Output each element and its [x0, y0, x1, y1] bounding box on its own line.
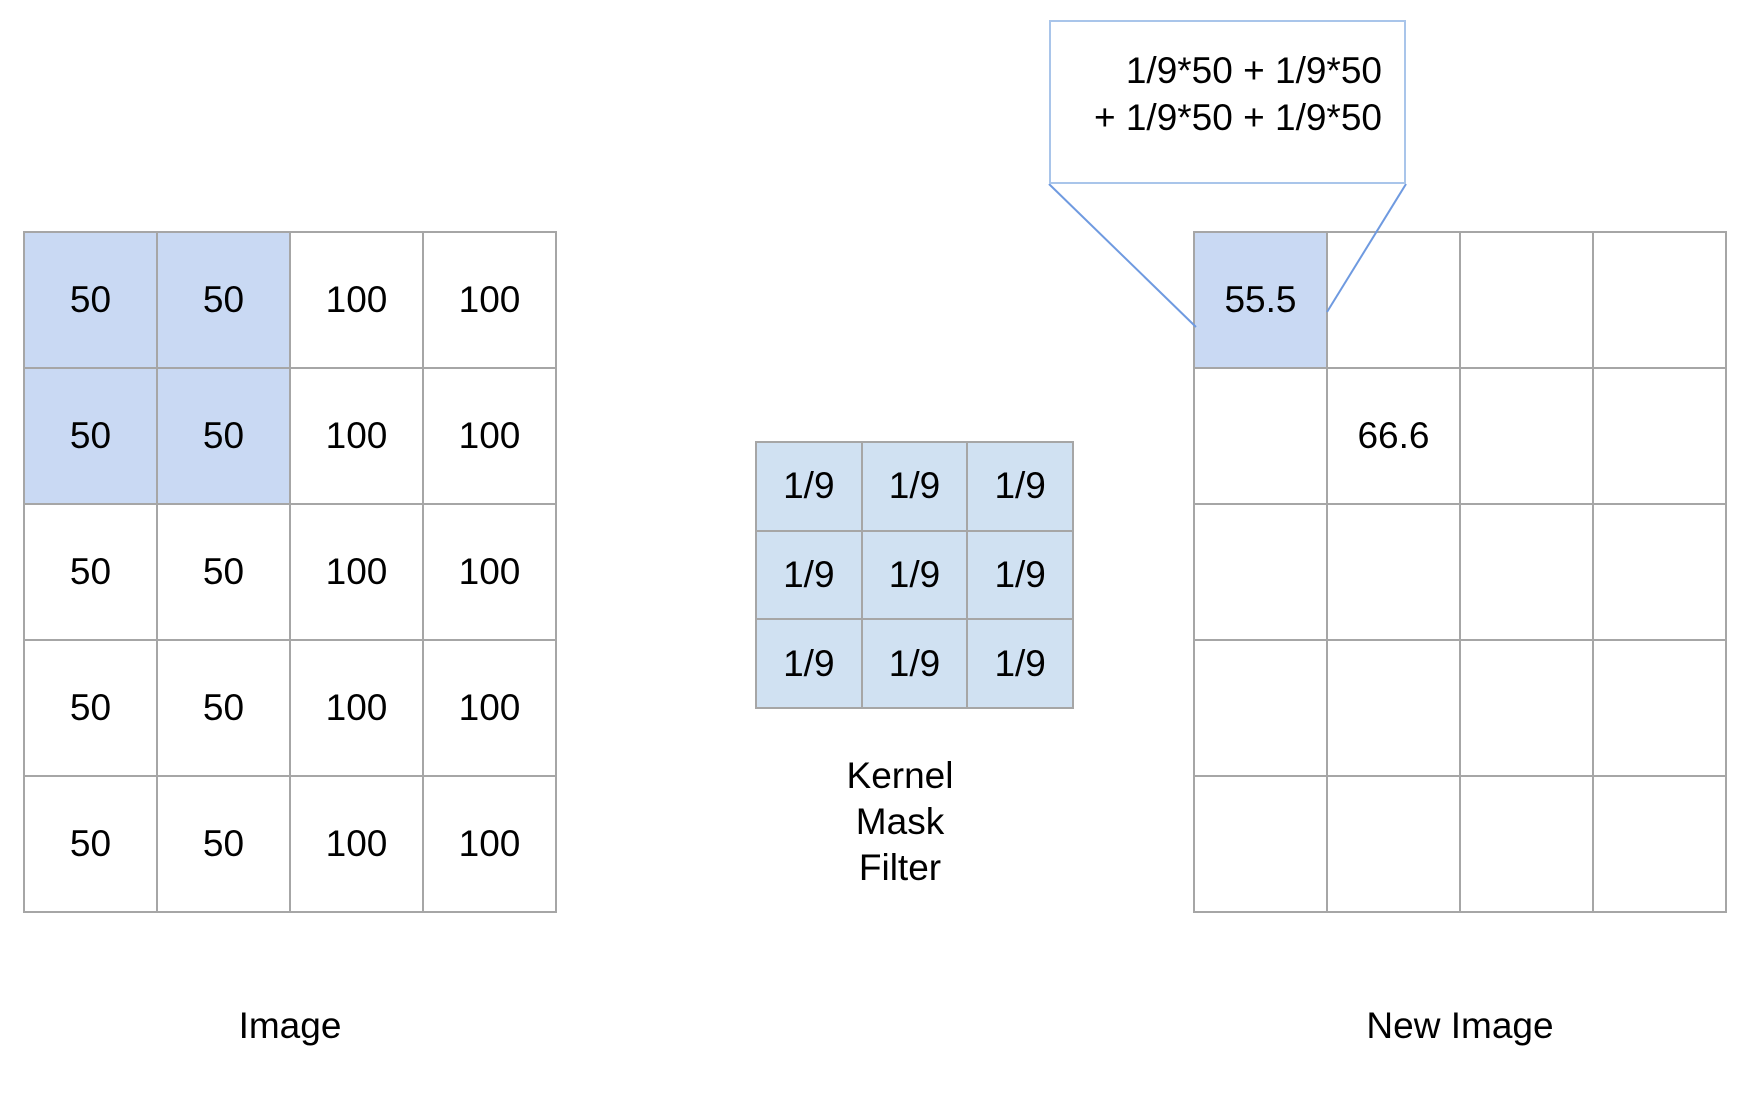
new-image-cell: [1594, 233, 1727, 369]
new-image-cell: [1195, 641, 1328, 777]
kernel-label-line-2: Mask: [855, 801, 945, 842]
new-image-cell: 66.6: [1328, 369, 1461, 505]
kernel-cell: 1/9: [968, 531, 1074, 621]
image-cell: 100: [291, 641, 424, 777]
new-image-label: New Image: [1366, 1005, 1554, 1046]
kernel-label: Kernel Mask Filter: [755, 753, 1045, 891]
image-cell: 100: [291, 505, 424, 641]
new-image-cell: [1328, 641, 1461, 777]
image-cell: 50: [158, 369, 291, 505]
image-label: Image: [238, 1005, 342, 1046]
image-cell: 100: [424, 369, 557, 505]
kernel-cell: 1/9: [757, 443, 863, 532]
new-image-cell: [1461, 777, 1594, 913]
new-image-cell: [1195, 505, 1328, 641]
image-cell: 100: [424, 505, 557, 641]
kernel-cell: 1/9: [862, 620, 969, 709]
new-image-cell: [1461, 505, 1594, 641]
image-cell: 100: [291, 777, 424, 913]
image-cell: 50: [25, 777, 158, 913]
image-cell: 50: [158, 505, 291, 641]
new-image-cell: [1328, 777, 1461, 913]
kernel-label-line-1: Kernel: [846, 755, 954, 796]
new-image-cell: [1195, 777, 1328, 913]
new-image-cell: [1328, 505, 1461, 641]
new-image-cell: [1461, 369, 1594, 505]
new-image-cell: [1328, 233, 1461, 369]
kernel-cell: 1/9: [757, 531, 863, 621]
image-cell: 100: [291, 369, 424, 505]
new-image-grid: 55.5 66.6: [1193, 231, 1727, 913]
new-image-cell: 55.5: [1195, 233, 1328, 369]
kernel-label-line-3: Filter: [858, 847, 942, 888]
image-cell: 50: [25, 641, 158, 777]
kernel-cell: 1/9: [862, 443, 969, 532]
kernel-cell: 1/9: [862, 531, 969, 621]
kernel-cell: 1/9: [968, 620, 1074, 709]
new-image-cell: [1461, 233, 1594, 369]
kernel-grid: 1/9 1/9 1/9 1/9 1/9 1/9 1/9 1/9 1/9: [755, 441, 1074, 709]
image-cell: 50: [158, 641, 291, 777]
callout-line-left: [1048, 183, 1197, 328]
new-image-cell: [1195, 369, 1328, 505]
image-cell: 50: [158, 777, 291, 913]
image-cell: 100: [424, 233, 557, 369]
callout-line-1: 1/9*50 + 1/9*50: [1125, 50, 1382, 91]
image-cell: 100: [424, 641, 557, 777]
new-image-cell: [1594, 641, 1727, 777]
new-image-cell: [1594, 505, 1727, 641]
new-image-cell: [1594, 369, 1727, 505]
image-cell: 100: [291, 233, 424, 369]
image-cell: 100: [424, 777, 557, 913]
callout-box: 1/9*50 + 1/9*50 + 1/9*50 + 1/9*50: [1049, 20, 1406, 184]
new-image-cell: [1461, 641, 1594, 777]
new-image-cell: [1594, 777, 1727, 913]
kernel-cell: 1/9: [757, 620, 863, 709]
image-cell: 50: [158, 233, 291, 369]
callout-line-2: + 1/9*50 + 1/9*50: [1093, 97, 1382, 138]
kernel-cell: 1/9: [968, 443, 1074, 532]
image-cell: 50: [25, 369, 158, 505]
image-cell: 50: [25, 505, 158, 641]
image-cell: 50: [25, 233, 158, 369]
image-grid: 50 50 100 100 50 50 100 100 50 50 100 100 50 50 100 100…: [23, 231, 557, 913]
